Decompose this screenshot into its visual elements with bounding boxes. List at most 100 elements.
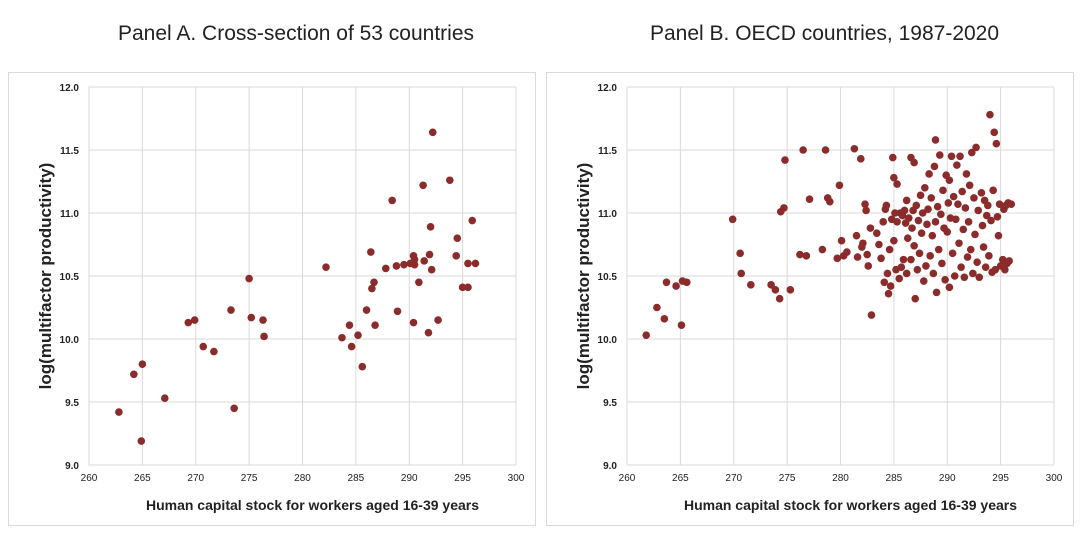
data-point — [381, 264, 390, 273]
data-point — [991, 265, 1000, 274]
data-point — [415, 278, 423, 287]
data-point — [130, 370, 138, 379]
data-point — [856, 155, 865, 163]
data-point — [969, 269, 977, 278]
data-point — [388, 196, 396, 205]
data-point — [362, 306, 371, 314]
y-tick-label: 10.5 — [598, 272, 618, 283]
x-tick-label: 265 — [672, 473, 689, 484]
data-point — [886, 282, 895, 290]
data-point — [409, 318, 418, 327]
data-point — [1001, 265, 1009, 274]
data-point — [862, 206, 870, 215]
data-point — [821, 146, 830, 154]
data-point — [184, 318, 193, 327]
data-point — [903, 234, 912, 242]
data-point — [420, 257, 428, 265]
data-point — [864, 262, 873, 270]
data-point — [954, 200, 962, 208]
data-point — [190, 316, 199, 324]
y-axis-label: log(multifactor productivity) — [36, 163, 55, 390]
data-point — [893, 218, 901, 226]
y-tick-label: 9.0 — [65, 461, 79, 472]
data-point — [915, 249, 924, 258]
data-point — [970, 194, 978, 202]
data-point — [978, 221, 987, 230]
data-point — [939, 186, 947, 195]
x-tick-label: 290 — [939, 473, 956, 484]
data-point — [354, 331, 362, 340]
data-point — [908, 224, 916, 232]
data-point — [893, 180, 901, 188]
data-point — [943, 228, 952, 236]
data-point — [995, 200, 1004, 208]
data-point — [900, 206, 909, 215]
data-point — [872, 229, 881, 237]
x-tick-label: 290 — [401, 473, 418, 484]
data-point — [259, 316, 267, 324]
data-point — [890, 173, 898, 182]
data-point — [911, 294, 920, 303]
data-point — [989, 186, 997, 195]
data-point — [835, 181, 844, 190]
data-point — [899, 255, 908, 264]
data-point — [910, 241, 918, 250]
data-point — [468, 216, 477, 225]
data-point — [367, 248, 375, 256]
data-point — [672, 282, 680, 290]
data-point — [897, 263, 906, 271]
x-tick-label: 285 — [886, 473, 903, 484]
panel-a-chart: 260 265 270 275 280 285 290 295 300 9.0 9.5 10.0 10.… — [36, 83, 525, 513]
data-point — [923, 220, 931, 229]
data-point — [944, 199, 953, 207]
y-tick-label: 9.0 — [603, 461, 617, 472]
data-point — [428, 128, 437, 137]
data-point — [747, 281, 755, 289]
data-point — [338, 333, 346, 342]
data-point — [368, 284, 376, 293]
data-point — [910, 158, 918, 167]
x-tick-label: 275 — [241, 473, 258, 484]
data-point — [781, 156, 789, 164]
data-point — [914, 216, 923, 225]
data-point — [879, 218, 887, 226]
data-point — [370, 278, 378, 287]
data-point — [458, 283, 467, 292]
y-tick-label: 9.5 — [65, 398, 79, 409]
data-point — [931, 136, 940, 144]
data-point — [984, 201, 992, 210]
data-point — [977, 189, 986, 197]
data-point — [882, 201, 891, 210]
panel-b-chart: 260 265 270 275 280 285 290 295 300 9.0 9.5 10.0 10.… — [574, 83, 1063, 513]
x-tick-label: 300 — [1046, 473, 1063, 484]
data-point — [924, 205, 932, 214]
data-point — [885, 245, 894, 254]
data-point — [852, 231, 861, 240]
data-point — [958, 187, 966, 196]
y-tick-label: 12.0 — [60, 83, 80, 94]
y-tick-label: 10.0 — [60, 335, 80, 346]
data-point — [861, 200, 869, 208]
data-point — [927, 194, 936, 202]
data-point — [880, 278, 889, 287]
data-point — [941, 275, 949, 284]
data-point — [930, 162, 939, 171]
data-point — [115, 408, 123, 416]
data-point — [767, 281, 775, 289]
data-point — [964, 218, 973, 226]
data-point — [935, 151, 944, 159]
y-tick-label: 9.5 — [603, 398, 617, 409]
data-point — [951, 215, 960, 224]
y-tick-label: 12.0 — [598, 83, 618, 94]
data-point — [837, 236, 846, 245]
y-tick-label: 10.5 — [60, 272, 80, 283]
data-point — [956, 152, 964, 161]
data-point — [393, 307, 402, 316]
data-point — [452, 252, 461, 260]
data-point — [833, 254, 842, 263]
data-point — [805, 195, 814, 203]
data-point — [802, 252, 811, 260]
data-point — [227, 306, 235, 314]
x-tick-label: 295 — [992, 473, 1009, 484]
x-axis-label: Human capital stock for workers aged 16-… — [146, 497, 479, 513]
